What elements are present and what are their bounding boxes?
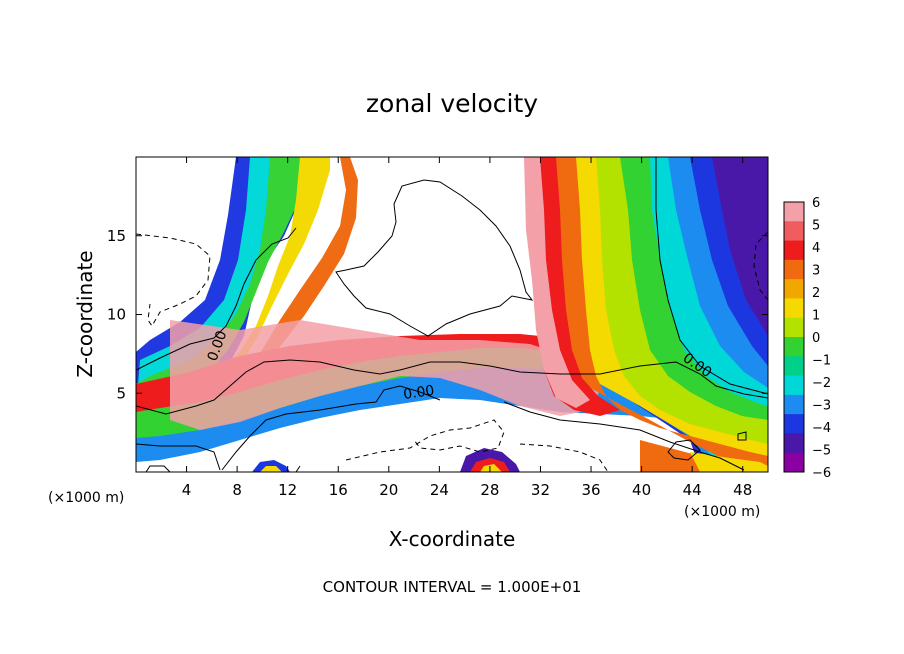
x-axis: 4 8 12 16 20 24 28 32 36 40 44 48 — [182, 157, 752, 499]
x-tick-label: 4 — [182, 481, 192, 499]
y-tick-label: 15 — [107, 227, 126, 245]
x-tick-label: 24 — [430, 481, 449, 499]
colorbar-swatch — [784, 221, 804, 242]
colorbar-tick-label: 4 — [812, 241, 820, 256]
velocity-field — [136, 157, 768, 472]
chart-title: zonal velocity — [366, 89, 538, 118]
colorbar-swatch — [784, 452, 804, 473]
colorbar-tick-label: 2 — [812, 286, 820, 301]
colorbar-swatch — [784, 394, 804, 415]
colorbar-swatch — [784, 375, 804, 396]
colorbar-tick-label: −2 — [812, 376, 831, 391]
x-tick-label: 28 — [480, 481, 499, 499]
x-tick-label: 44 — [683, 481, 702, 499]
x-tick-label: 8 — [232, 481, 242, 499]
y-axis: 5 10 15 — [107, 227, 768, 402]
contour-interval-note: CONTOUR INTERVAL = 1.000E+01 — [323, 578, 582, 596]
colorbar-tick-label: 5 — [812, 219, 820, 234]
colorbar-tick-label: 0 — [812, 331, 820, 346]
x-units-label: (×1000 m) — [684, 504, 760, 520]
y-axis-label: Z-coordinate — [73, 250, 97, 377]
colorbar-swatch — [784, 337, 804, 357]
contour-lines — [136, 157, 768, 472]
right-plume — [524, 157, 768, 472]
x-tick-label: 40 — [632, 481, 651, 499]
colorbar-tick-label: −4 — [812, 421, 831, 436]
x-tick-label: 20 — [379, 481, 398, 499]
colorbar-tick-label: 3 — [812, 264, 820, 279]
colorbar-tick-label: −5 — [812, 444, 831, 459]
y-tick-label: 5 — [116, 384, 126, 402]
contour-label: 0.00 — [402, 383, 435, 403]
colorbar-swatch — [784, 414, 804, 434]
colorbar-swatch — [784, 259, 804, 280]
x-tick-label: 36 — [581, 481, 600, 499]
colorbar-tick-label: −6 — [812, 466, 831, 481]
x-tick-label: 16 — [329, 481, 348, 499]
colorbar-tick-label: 6 — [812, 196, 820, 211]
x-axis-label: X-coordinate — [389, 527, 516, 551]
colorbar-swatch — [784, 433, 804, 454]
colorbar-tick-label: −3 — [812, 399, 831, 414]
colorbar: 6 5 4 3 2 1 0 −1 −2 −3 −4 −5 −6 — [783, 196, 831, 481]
y-tick-label: 10 — [107, 306, 126, 324]
colorbar-swatch — [784, 279, 804, 299]
y-units-label: (×1000 m) — [48, 490, 124, 506]
colorbar-swatch — [784, 317, 804, 338]
colorbar-swatch — [784, 202, 804, 222]
x-tick-label: 32 — [531, 481, 550, 499]
colorbar-tick-label: 1 — [812, 309, 820, 324]
colorbar-swatch — [784, 356, 804, 377]
colorbar-swatch — [784, 240, 804, 261]
colorbar-swatch — [784, 298, 804, 319]
x-tick-label: 12 — [278, 481, 297, 499]
colorbar-tick-label: −1 — [812, 354, 831, 369]
dashed-contours — [136, 231, 768, 472]
x-tick-label: 48 — [733, 481, 752, 499]
colorbar-frame — [783, 201, 805, 473]
